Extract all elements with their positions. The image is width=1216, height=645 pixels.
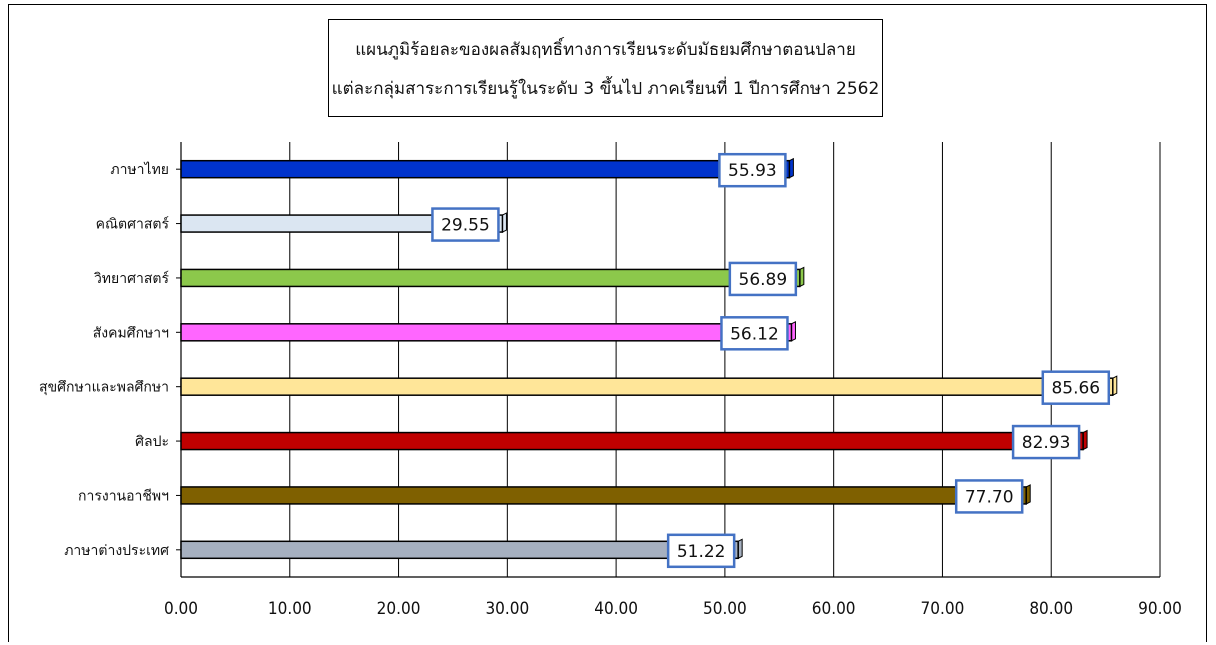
data-label: 85.66 [1051,379,1100,399]
bar [180,431,1084,451]
data-label: 56.12 [730,324,779,344]
category-label: คณิตศาสตร์ [96,216,170,233]
x-tick-label: 20.00 [377,599,421,619]
bar [180,323,793,342]
data-label: 29.55 [441,216,490,236]
data-label-box [666,533,736,569]
category-label: สังคมศึกษาฯ [93,325,169,341]
data-label: 56.89 [739,270,788,290]
data-label-box [720,316,789,351]
x-tick-label: 80.00 [1029,599,1073,619]
category-label: สุขศึกษาและพลศึกษา [39,380,169,396]
x-tick-label: 0.00 [164,599,198,619]
bar [180,377,1114,396]
x-tick-label: 60.00 [812,599,856,619]
data-label-box [1011,424,1081,460]
data-label-box [728,261,798,297]
category-label: ภาษาไทย [110,161,169,178]
category-label: วิทยาศาสตร์ [94,270,170,287]
data-label-box [431,207,500,242]
x-tick-label: 70.00 [921,599,965,619]
chart-title-line-1: แผนภูมิร้อยละของผลสัมฤทธิ์ทางการเรียนระด… [355,40,856,60]
category-label: ศิลปะ [135,434,169,450]
data-label: 77.70 [965,487,1014,507]
data-label-box [954,479,1024,514]
bar [180,268,801,288]
data-label-box [718,152,787,188]
category-label: ภาษาต่างประเทศ [64,543,169,559]
data-label-box [1041,370,1111,405]
bar [180,486,1027,505]
data-label: 55.93 [728,161,777,181]
x-tick-label: 90.00 [1138,599,1182,619]
x-tick-label: 50.00 [703,599,747,619]
bar [180,214,504,233]
x-tick-label: 30.00 [485,599,529,619]
chart-title-line-2: แต่ละกลุ่มสาระการเรียนรู้ในระดับ 3 ขึ้นไ… [331,79,880,99]
category-label: การงานอาชีพฯ [78,488,169,504]
x-tick-label: 40.00 [594,599,638,619]
chart-title-box: แผนภูมิร้อยละของผลสัมฤทธิ์ทางการเรียนระด… [328,19,883,117]
bar [180,159,791,179]
bar [180,540,739,560]
data-label: 51.22 [677,542,726,562]
data-label: 82.93 [1022,433,1071,453]
x-tick-label: 10.00 [268,599,312,619]
